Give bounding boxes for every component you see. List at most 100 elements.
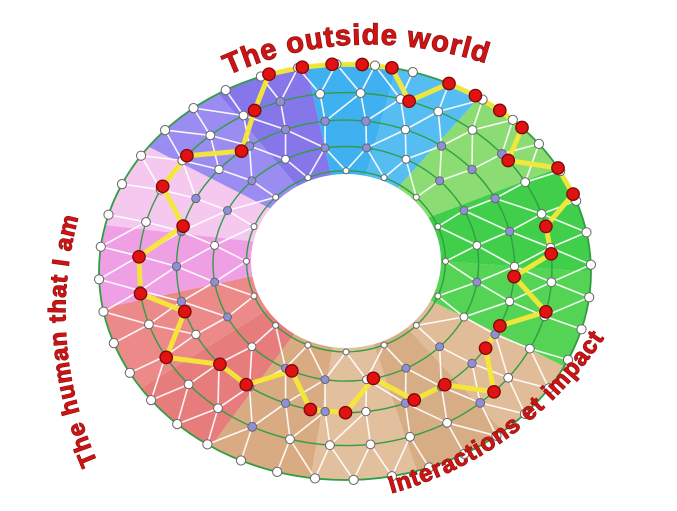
grid-node[interactable] <box>435 176 445 186</box>
selected-node[interactable] <box>159 350 174 365</box>
grid-node[interactable] <box>459 312 469 322</box>
grid-node[interactable] <box>472 240 482 250</box>
grid-node[interactable] <box>507 114 518 126</box>
grid-node[interactable] <box>144 319 154 330</box>
grid-node[interactable] <box>320 375 330 385</box>
selected-node[interactable] <box>515 120 529 135</box>
grid-node[interactable] <box>407 67 418 78</box>
grid-node[interactable] <box>491 430 502 441</box>
grid-node[interactable] <box>242 257 250 265</box>
grid-node[interactable] <box>103 209 114 220</box>
grid-node[interactable] <box>108 338 119 349</box>
grid-node[interactable] <box>386 471 397 482</box>
selected-node[interactable] <box>133 286 148 301</box>
grid-node[interactable] <box>280 124 291 135</box>
grid-node[interactable] <box>434 223 442 231</box>
selected-node[interactable] <box>402 94 416 109</box>
selected-node[interactable] <box>487 384 501 399</box>
grid-node[interactable] <box>247 421 258 432</box>
grid-node[interactable] <box>98 306 109 317</box>
grid-node[interactable] <box>380 174 388 182</box>
selected-node[interactable] <box>176 219 190 233</box>
grid-node[interactable] <box>272 466 283 477</box>
grid-node[interactable] <box>210 240 220 250</box>
grid-node[interactable] <box>247 176 257 186</box>
grid-node[interactable] <box>475 398 486 408</box>
grid-node[interactable] <box>585 259 597 270</box>
grid-node[interactable] <box>362 143 371 153</box>
grid-node[interactable] <box>401 154 411 164</box>
grid-node[interactable] <box>285 434 295 445</box>
selected-node[interactable] <box>501 153 516 168</box>
selected-node[interactable] <box>325 57 339 72</box>
selected-node[interactable] <box>239 377 254 392</box>
grid-node[interactable] <box>361 406 371 417</box>
selected-node[interactable] <box>544 246 559 261</box>
grid-node[interactable] <box>325 440 335 451</box>
grid-node[interactable] <box>183 379 194 390</box>
grid-node[interactable] <box>434 292 442 300</box>
grid-node[interactable] <box>146 395 157 406</box>
grid-node[interactable] <box>546 277 557 288</box>
selected-node[interactable] <box>566 187 580 201</box>
selected-node[interactable] <box>180 148 194 163</box>
grid-node[interactable] <box>320 116 330 126</box>
grid-node[interactable] <box>160 125 171 136</box>
grid-node[interactable] <box>400 124 411 135</box>
grid-node[interactable] <box>503 372 514 383</box>
grid-node[interactable] <box>280 398 291 408</box>
grid-node[interactable] <box>581 227 592 238</box>
grid-node[interactable] <box>576 324 587 335</box>
selected-node[interactable] <box>468 88 483 103</box>
grid-node[interactable] <box>272 321 280 329</box>
selected-node[interactable] <box>213 357 227 372</box>
grid-node[interactable] <box>309 473 321 484</box>
grid-node[interactable] <box>141 217 151 227</box>
grid-node[interactable] <box>172 419 183 430</box>
grid-node[interactable] <box>205 130 216 141</box>
grid-node[interactable] <box>467 164 477 175</box>
grid-node[interactable] <box>250 292 258 300</box>
grid-node[interactable] <box>442 257 449 265</box>
selected-node[interactable] <box>407 393 422 407</box>
grid-node[interactable] <box>95 241 106 252</box>
grid-node[interactable] <box>176 296 187 307</box>
selected-node[interactable] <box>492 103 507 118</box>
selected-node[interactable] <box>539 219 553 234</box>
selected-node[interactable] <box>355 57 370 72</box>
grid-node[interactable] <box>412 193 420 201</box>
grid-node[interactable] <box>210 277 220 287</box>
grid-node[interactable] <box>433 106 444 117</box>
grid-node[interactable] <box>459 448 470 459</box>
grid-node[interactable] <box>355 88 366 98</box>
grid-node[interactable] <box>380 341 388 349</box>
grid-node[interactable] <box>272 193 280 201</box>
selected-node[interactable] <box>539 304 553 319</box>
selected-node[interactable] <box>437 377 452 392</box>
selected-node[interactable] <box>132 249 146 264</box>
grid-node[interactable] <box>405 431 415 442</box>
grid-node[interactable] <box>504 226 515 237</box>
grid-node[interactable] <box>459 206 469 215</box>
grid-node[interactable] <box>467 125 478 135</box>
grid-node[interactable] <box>191 193 201 204</box>
selected-node[interactable] <box>338 405 353 420</box>
grid-node[interactable] <box>136 150 147 161</box>
grid-node[interactable] <box>315 89 326 99</box>
grid-node[interactable] <box>320 406 330 417</box>
grid-node[interactable] <box>238 110 249 121</box>
grid-node[interactable] <box>116 179 128 190</box>
grid-node[interactable] <box>213 403 223 414</box>
grid-node[interactable] <box>536 209 547 219</box>
grid-node[interactable] <box>467 358 477 369</box>
grid-node[interactable] <box>584 292 595 303</box>
grid-node[interactable] <box>220 85 231 96</box>
grid-node[interactable] <box>342 167 350 175</box>
selected-node[interactable] <box>303 402 318 417</box>
grid-node[interactable] <box>490 193 500 204</box>
grid-node[interactable] <box>342 348 350 356</box>
grid-node[interactable] <box>562 354 574 365</box>
selected-node[interactable] <box>155 179 170 194</box>
grid-node[interactable] <box>543 383 555 394</box>
grid-node[interactable] <box>348 474 359 485</box>
